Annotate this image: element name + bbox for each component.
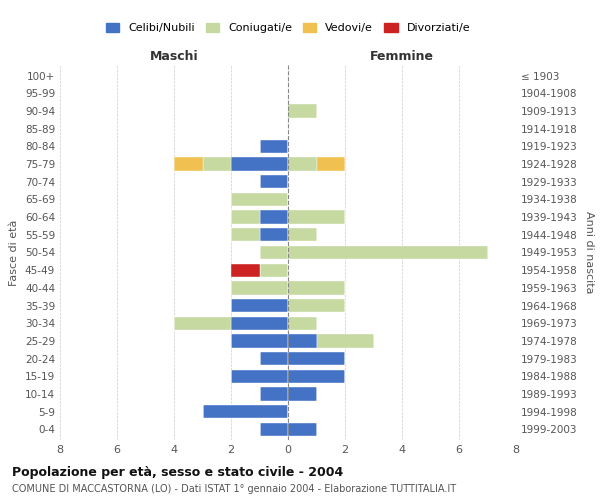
Legend: Celibi/Nubili, Coniugati/e, Vedovi/e, Divorziati/e: Celibi/Nubili, Coniugati/e, Vedovi/e, Di… <box>101 18 475 38</box>
Bar <box>260 175 288 188</box>
Bar <box>288 158 317 170</box>
Bar <box>288 299 345 312</box>
Bar <box>317 334 373 347</box>
Bar <box>288 352 345 366</box>
Bar <box>288 334 317 347</box>
Text: Popolazione per età, sesso e stato civile - 2004: Popolazione per età, sesso e stato civil… <box>12 466 343 479</box>
Bar <box>260 140 288 153</box>
Bar <box>288 423 317 436</box>
Bar <box>288 388 317 400</box>
Bar <box>260 210 288 224</box>
Bar <box>231 370 288 383</box>
Bar <box>260 264 288 277</box>
Bar <box>231 228 260 241</box>
Bar <box>260 388 288 400</box>
Bar <box>231 334 288 347</box>
Bar <box>203 158 231 170</box>
Bar <box>231 299 288 312</box>
Bar <box>260 423 288 436</box>
Text: Maschi: Maschi <box>149 50 199 63</box>
Bar <box>174 316 231 330</box>
Bar <box>231 316 288 330</box>
Bar <box>231 264 260 277</box>
Bar <box>260 246 288 259</box>
Text: Femmine: Femmine <box>370 50 434 63</box>
Bar <box>174 158 203 170</box>
Bar <box>231 210 260 224</box>
Text: COMUNE DI MACCASTORNA (LO) - Dati ISTAT 1° gennaio 2004 - Elaborazione TUTTITALI: COMUNE DI MACCASTORNA (LO) - Dati ISTAT … <box>12 484 456 494</box>
Bar <box>288 281 345 294</box>
Y-axis label: Fasce di età: Fasce di età <box>10 220 19 286</box>
Bar <box>288 104 317 118</box>
Bar <box>231 281 288 294</box>
Bar <box>288 228 317 241</box>
Bar <box>288 370 345 383</box>
Bar <box>231 193 288 206</box>
Bar <box>317 158 345 170</box>
Bar <box>203 405 288 418</box>
Bar <box>231 158 288 170</box>
Bar <box>288 246 487 259</box>
Bar <box>260 352 288 366</box>
Bar <box>288 210 345 224</box>
Y-axis label: Anni di nascita: Anni di nascita <box>584 211 594 294</box>
Bar <box>288 316 317 330</box>
Bar <box>260 228 288 241</box>
